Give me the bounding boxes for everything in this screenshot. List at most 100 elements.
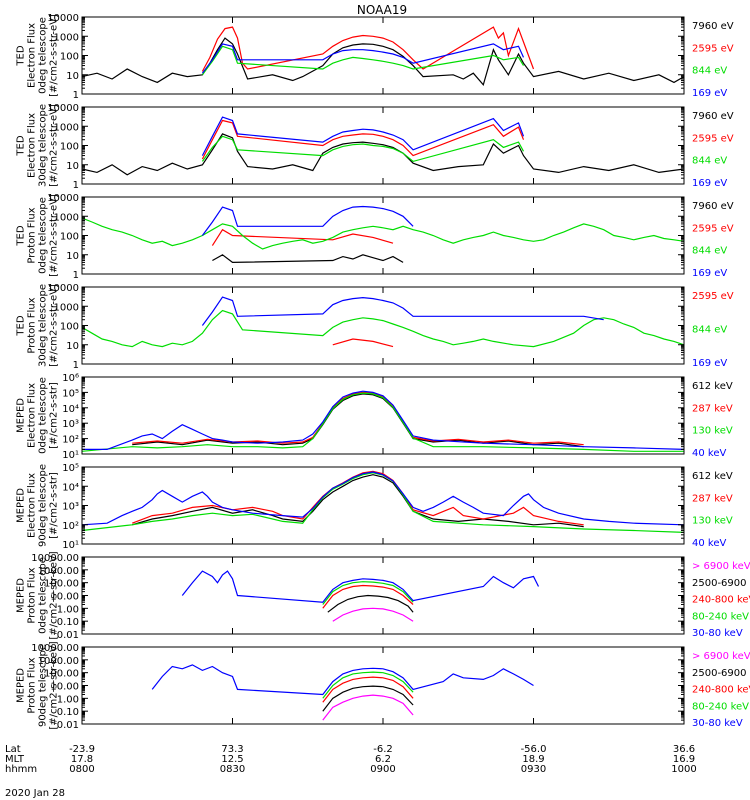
series-line-1 <box>81 133 685 176</box>
y-axis-label-line: MEPED <box>16 488 27 523</box>
series-line-3 <box>81 392 684 452</box>
y-tick-label: 0.10 <box>57 617 79 628</box>
y-tick-label: 1000 <box>54 212 79 223</box>
y-axis-label-line: MEPED <box>16 578 27 613</box>
y-axis-label-line: [#/cm2-s-str] <box>49 382 60 449</box>
series-line-4 <box>201 43 525 74</box>
lat-tick-label: -56.0 <box>521 744 547 755</box>
series-line-3 <box>322 584 414 609</box>
y-axis-label-line: Electron Flux <box>27 473 38 538</box>
legend-entry: 30-80 keV <box>692 628 743 639</box>
y-tick-label: 1 <box>73 180 79 191</box>
series-line-3 <box>201 45 525 76</box>
panel-frame <box>81 556 685 635</box>
legend-entry: 169 eV <box>692 268 727 279</box>
y-axis-label-line: Proton Flux <box>27 207 38 263</box>
mlt-tick-label: 12.5 <box>221 754 243 765</box>
y-tick-label: 10 <box>66 251 79 262</box>
hhmm-tick-label: 0830 <box>220 764 245 775</box>
y-tick-label: 10¹ <box>62 540 79 551</box>
legend-entry: 80-240 keV <box>692 701 749 712</box>
hhmm-tick-label: 0930 <box>521 764 546 775</box>
y-tick-label: 100 <box>60 232 79 243</box>
y-tick-label: 1 <box>73 360 79 371</box>
y-axis-label: TEDProton Flux30deg telescope[#/cm2-s-st… <box>16 284 60 367</box>
y-tick-label: 10⁶ <box>62 373 79 384</box>
legend-entry: 287 keV <box>692 493 733 504</box>
y-tick-label: 100 <box>60 322 79 333</box>
y-axis-label-line: 0deg telescope <box>38 17 49 94</box>
legend-entry: 844 eV <box>692 325 727 336</box>
y-axis-label-line: [#/cm2-s-str-eV] <box>49 104 60 187</box>
legend-entry: > 6900 keV <box>692 561 750 572</box>
figure-title: NOAA19 <box>357 3 407 17</box>
y-tick-label: 10⁴ <box>62 404 79 415</box>
series-line-3 <box>201 296 604 326</box>
panel-frame <box>81 646 685 725</box>
panel-frame <box>81 16 685 95</box>
series-line-2 <box>322 685 414 712</box>
y-tick-label: 10000 <box>47 193 79 204</box>
y-tick-label: 10² <box>62 521 79 532</box>
legend-entry: 30-80 keV <box>692 718 743 729</box>
y-tick-label: 10⁴ <box>62 482 79 493</box>
y-tick-label: 10 <box>66 341 79 352</box>
y-axis-label-line: 30deg telescope <box>38 284 49 367</box>
legend-entry: 844 eV <box>692 246 727 257</box>
series-line-2 <box>81 309 685 348</box>
y-tick-label: 1.00 <box>57 604 79 615</box>
legend-entry: 169 eV <box>692 88 727 99</box>
legend-entry: 7960 eV <box>692 21 734 32</box>
date-label: 2020 Jan 28 <box>5 788 65 799</box>
y-tick-label: 1.00 <box>57 694 79 705</box>
axis-row-label: MLT <box>5 754 25 765</box>
y-axis-label-line: 0deg telescope <box>38 377 49 454</box>
y-tick-label: 10¹ <box>62 450 79 461</box>
y-axis-label-line: Proton Flux <box>27 297 38 353</box>
series-line-2 <box>132 391 584 446</box>
y-axis-label: MEPEDElectron Flux0deg telescope[#/cm2-s… <box>16 377 60 454</box>
legend-entry: 80-240 keV <box>692 611 749 622</box>
legend-entry: 844 eV <box>692 66 727 77</box>
y-tick-label: 10.00 <box>50 682 79 693</box>
series-line-1 <box>132 474 584 528</box>
series-line-5 <box>181 570 540 603</box>
y-tick-label: 10³ <box>62 419 79 430</box>
y-tick-label: 10000 <box>47 283 79 294</box>
y-tick-label: 1000 <box>54 122 79 133</box>
y-tick-label: 100.00 <box>44 669 79 680</box>
y-tick-label: 1000.00 <box>38 566 79 577</box>
y-axis-label-line: [#/cm2-s-str-eV] <box>49 14 60 97</box>
series-line-3 <box>81 472 685 533</box>
y-tick-label: 10000 <box>47 13 79 24</box>
y-tick-label: 10000 <box>47 103 79 114</box>
panel-frame <box>81 466 685 545</box>
y-axis-label: MEPEDProton Flux0deg telescope[#/cm2-s-s… <box>16 551 60 639</box>
y-tick-label: 10 <box>66 71 79 82</box>
series-line-4 <box>201 116 525 156</box>
legend-entry: 169 eV <box>692 358 727 369</box>
series-line-1 <box>322 694 414 721</box>
y-tick-label: 1000 <box>54 32 79 43</box>
y-axis-label-line: Electron Flux <box>27 113 38 178</box>
y-tick-label: 100 <box>60 52 79 63</box>
series-line-2 <box>201 119 525 160</box>
legend-entry: 130 keV <box>692 516 733 527</box>
y-tick-label: 10000.00 <box>31 553 79 564</box>
mlt-tick-label: 17.8 <box>71 754 93 765</box>
y-axis-label: TEDElectron Flux30deg telescope[#/cm2-s-… <box>16 104 60 187</box>
mlt-tick-label: 16.9 <box>673 754 695 765</box>
hhmm-tick-label: 0800 <box>69 764 94 775</box>
series-line-4 <box>322 671 414 699</box>
legend-entry: 7960 eV <box>692 111 734 122</box>
hhmm-tick-label: 0900 <box>370 764 395 775</box>
series-line-2 <box>211 228 394 246</box>
legend-entry: 40 keV <box>692 538 726 549</box>
y-axis-label-line: TED <box>16 315 27 336</box>
series-line-5 <box>151 664 534 696</box>
y-tick-label: 10² <box>62 435 79 446</box>
axis-row-label: hhmm <box>5 764 37 775</box>
y-tick-label: 10000.00 <box>31 643 79 654</box>
